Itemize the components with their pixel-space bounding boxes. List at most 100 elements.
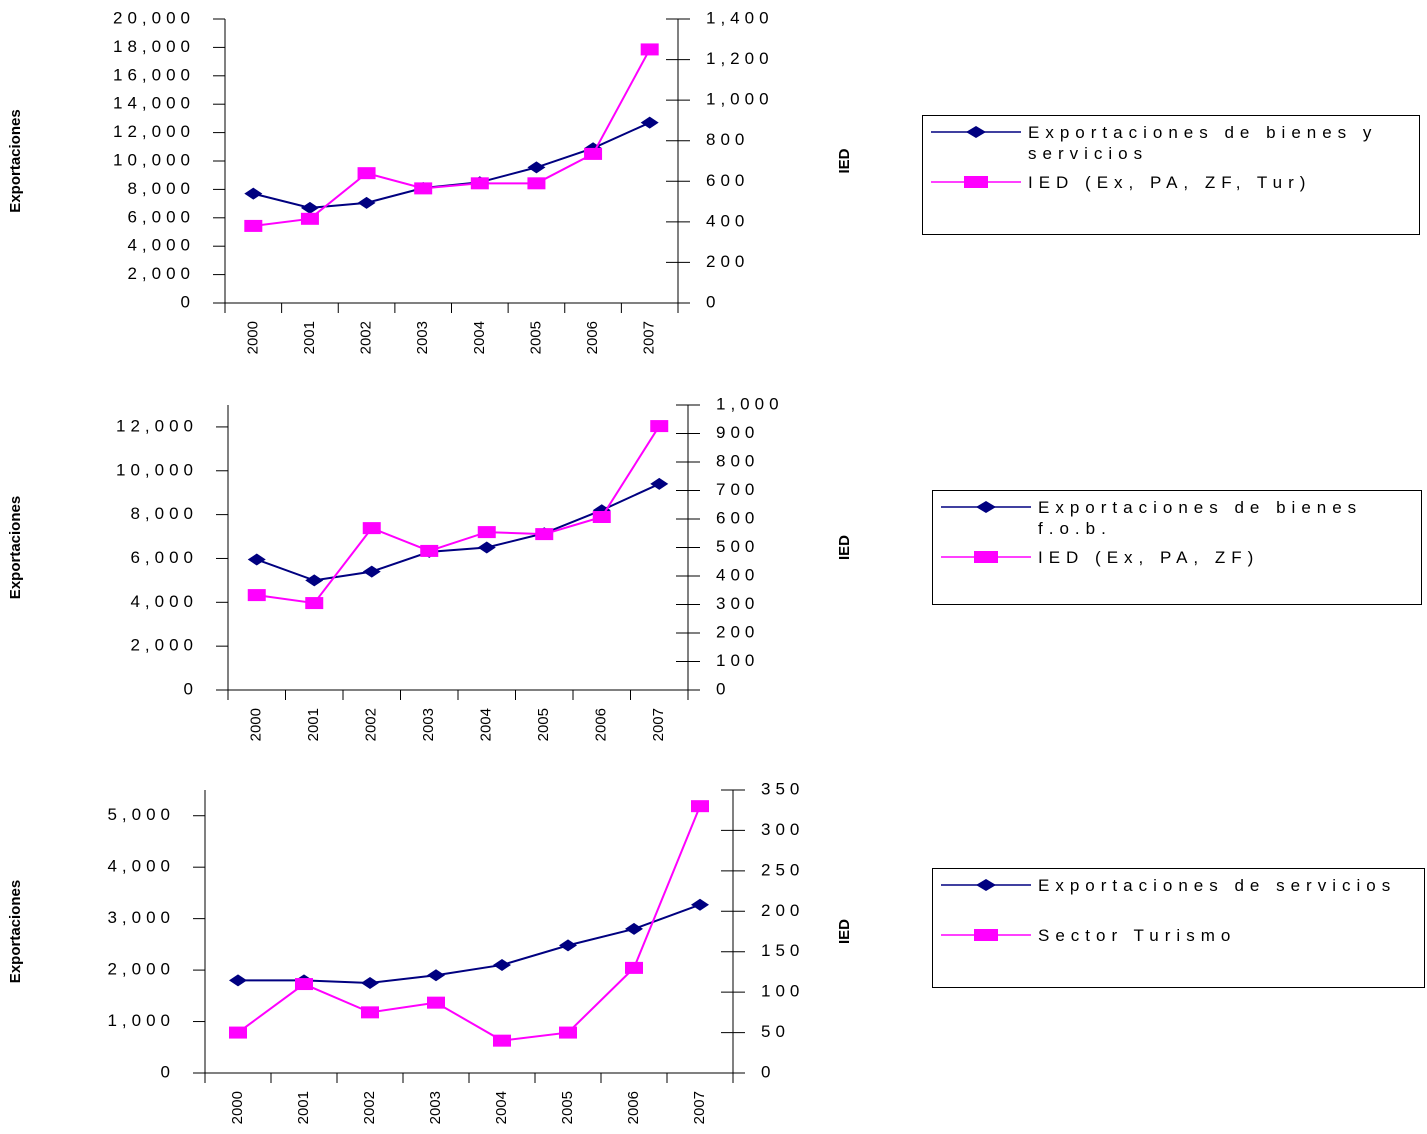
- x-tick-label: 2005: [527, 321, 544, 354]
- diamond-marker: [247, 553, 266, 566]
- square-marker: [420, 544, 439, 557]
- y-tick-label: 10,000: [113, 150, 195, 169]
- x-tick-label: 2003: [414, 321, 431, 354]
- x-tick-label: 2001: [295, 1091, 312, 1124]
- x-tick-label: 2003: [420, 708, 437, 741]
- y2-tick-label: 100: [716, 651, 759, 670]
- y2-tick-label: 1,400: [706, 8, 774, 27]
- legend-swatch: [941, 551, 1031, 563]
- square-marker: [361, 1006, 379, 1019]
- y2-tick-label: 700: [716, 480, 759, 499]
- legend: Exportaciones de bienes f.o.b. IED (Ex, P…: [932, 490, 1422, 605]
- y2-tick-label: 200: [761, 901, 804, 920]
- y-tick-label: 0: [161, 1062, 175, 1081]
- square-marker: [427, 996, 445, 1009]
- square-marker: [229, 1026, 247, 1039]
- y2-tick-label: 200: [706, 252, 749, 271]
- x-tick-label: 2006: [593, 708, 610, 741]
- y-axis-label: Exportaciones: [7, 496, 24, 599]
- legend-label: Exportaciones de bienes f.o.b.: [1038, 498, 1363, 538]
- square-marker: [477, 526, 496, 539]
- diamond-marker: [493, 958, 511, 971]
- y2-tick-label: 800: [716, 451, 759, 470]
- y-tick-label: 4,000: [130, 592, 198, 611]
- y-tick-label: 1,000: [107, 1011, 175, 1030]
- x-tick-label: 2004: [471, 321, 488, 354]
- y2-axis-label: IED: [836, 919, 853, 944]
- x-tick-label: 2002: [358, 321, 375, 354]
- square-marker: [247, 589, 266, 602]
- diamond-marker: [229, 974, 247, 987]
- y-tick-label: 6,000: [130, 548, 198, 567]
- legend-label: Sector Turismo: [1038, 926, 1237, 945]
- square-marker: [362, 522, 381, 535]
- y-tick-label: 2,000: [130, 636, 198, 655]
- legend: Exportaciones de servicios Sector Turismo: [932, 868, 1425, 988]
- square-marker: [691, 800, 709, 813]
- square-marker: [357, 167, 376, 180]
- x-tick-label: 2004: [493, 1091, 510, 1124]
- y-tick-label: 3,000: [107, 908, 175, 927]
- square-marker: [559, 1026, 577, 1039]
- y2-tick-label: 350: [761, 779, 804, 798]
- y-tick-label: 8,000: [130, 504, 198, 523]
- series-line: [256, 483, 660, 582]
- legend-symbol: [941, 925, 1031, 945]
- y2-tick-label: 150: [761, 941, 804, 960]
- legend: Exportaciones de bienes y servicios IED (…: [922, 115, 1420, 235]
- x-tick-label: 2005: [535, 708, 552, 741]
- x-tick-label: 2005: [559, 1091, 576, 1124]
- square-marker: [244, 219, 263, 232]
- x-tick-label: 2002: [363, 708, 380, 741]
- legend-label: IED (Ex, PA, ZF, Tur): [1028, 173, 1312, 192]
- legend-label: Exportaciones de servicios: [1038, 876, 1397, 895]
- y-axis-label: Exportaciones: [7, 109, 24, 212]
- y-tick-label: 4,000: [107, 857, 175, 876]
- x-tick-label: 2003: [427, 1091, 444, 1124]
- series-line: [253, 121, 651, 209]
- legend-label: Exportaciones de bienes y servicios: [1028, 123, 1378, 163]
- legend-marker: [976, 879, 996, 891]
- x-tick-label: 2001: [301, 321, 318, 354]
- x-tick-label: 2004: [478, 708, 495, 741]
- y2-tick-label: 1,200: [706, 49, 774, 68]
- y2-tick-label: 400: [706, 211, 749, 230]
- x-tick-label: 2007: [641, 321, 658, 354]
- legend-marker: [974, 551, 998, 563]
- y2-tick-label: 800: [706, 130, 749, 149]
- diamond-marker: [559, 939, 577, 952]
- y2-tick-label: 1,000: [716, 394, 784, 413]
- y-tick-label: 12,000: [116, 416, 198, 435]
- square-marker: [493, 1034, 511, 1047]
- series-line: [253, 48, 651, 227]
- legend-marker: [966, 126, 986, 138]
- y2-tick-label: 0: [706, 292, 720, 311]
- y2-tick-label: 300: [761, 820, 804, 839]
- square-marker: [300, 212, 319, 225]
- diamond-marker: [362, 565, 381, 578]
- legend-swatch: [931, 176, 1021, 188]
- x-tick-label: 2000: [244, 321, 261, 354]
- legend-label: IED (Ex, PA, ZF): [1038, 548, 1260, 567]
- y2-tick-label: 300: [716, 594, 759, 613]
- diamond-marker: [244, 187, 263, 200]
- x-tick-label: 2006: [584, 321, 601, 354]
- diamond-marker: [625, 922, 643, 935]
- y-axis-label: Exportaciones: [7, 880, 24, 983]
- y-tick-label: 2,000: [127, 264, 195, 283]
- x-tick-label: 2000: [248, 708, 265, 741]
- square-marker: [295, 978, 313, 991]
- y2-axis-label: IED: [836, 148, 853, 173]
- series-line: [237, 805, 701, 1042]
- series-line: [238, 903, 701, 984]
- y2-tick-label: 600: [706, 171, 749, 190]
- diamond-marker: [361, 976, 379, 989]
- y2-tick-label: 900: [716, 423, 759, 442]
- legend-swatch: [931, 126, 1021, 138]
- square-marker: [650, 420, 669, 433]
- y2-tick-label: 200: [716, 622, 759, 641]
- square-marker: [414, 182, 433, 195]
- x-tick-label: 2006: [625, 1091, 642, 1124]
- legend-marker: [976, 501, 996, 513]
